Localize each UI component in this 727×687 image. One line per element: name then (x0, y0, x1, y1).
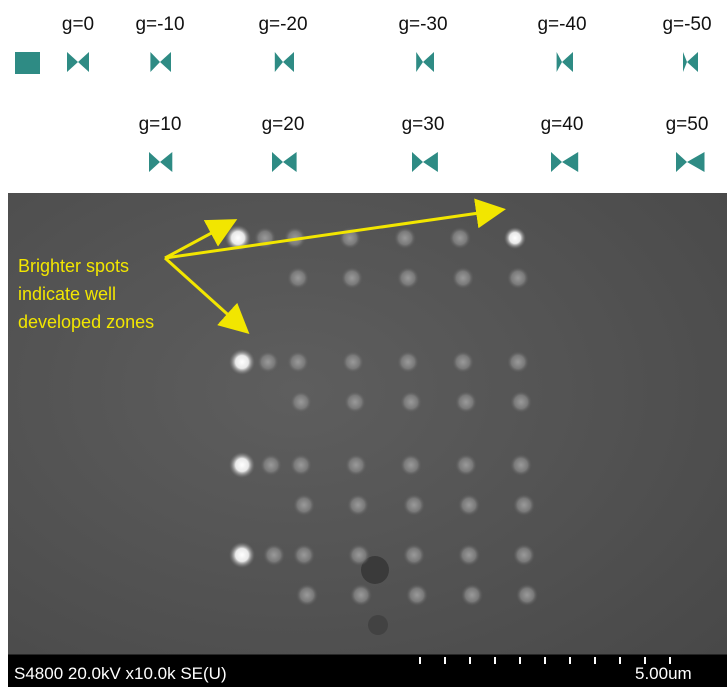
spot (400, 391, 422, 413)
annotation-text: Brighter spots (18, 256, 129, 276)
spot (290, 391, 312, 413)
spot (452, 267, 474, 289)
label: g=10 (139, 114, 182, 135)
footer-info: S4800 20.0kV x10.0k SE(U) (14, 664, 227, 683)
spot (510, 454, 532, 476)
spot (229, 542, 255, 568)
spot (350, 584, 372, 606)
label: g=-50 (662, 14, 711, 35)
bowtie-icon (272, 152, 297, 172)
figure: Brighter spots indicate well developed zon… (0, 0, 727, 687)
spot (341, 267, 363, 289)
bowtie-icon (412, 152, 438, 172)
spot (516, 584, 538, 606)
spot (260, 454, 282, 476)
bowtie-icon (67, 52, 89, 72)
spot (449, 227, 471, 249)
spot (406, 584, 428, 606)
spot (263, 544, 285, 566)
bowtie-icon (149, 152, 172, 172)
bowtie-icon (683, 52, 698, 72)
spot (293, 544, 315, 566)
sem-image: Brighter spots indicate well developed zon… (8, 193, 727, 687)
spot (510, 391, 532, 413)
annotation-text: indicate well (18, 284, 116, 304)
label: g=30 (402, 114, 445, 135)
spot (403, 544, 425, 566)
label: g=-20 (258, 14, 307, 35)
bowtie-icon (275, 52, 294, 72)
annotation-text: developed zones (18, 312, 154, 332)
spot (342, 351, 364, 373)
legend-square (15, 52, 40, 74)
spot (504, 227, 526, 249)
label: g=0 (62, 14, 94, 35)
spot (452, 351, 474, 373)
bowtie-icon (551, 152, 578, 172)
spot (229, 452, 255, 478)
spot (293, 494, 315, 516)
spot (397, 267, 419, 289)
label: g=50 (666, 114, 709, 135)
spot (513, 544, 535, 566)
spot (397, 351, 419, 373)
spot (513, 494, 535, 516)
spot (458, 494, 480, 516)
page: {"top_labels": ["g=0", "g=-10", "g=-20",… (0, 0, 727, 687)
spot (257, 351, 279, 373)
bowtie-icon (676, 152, 705, 172)
spot (229, 349, 255, 375)
spot (455, 454, 477, 476)
bowtie-icon (150, 52, 171, 72)
spot (507, 351, 529, 373)
spot (345, 454, 367, 476)
spot (458, 544, 480, 566)
label: g=-30 (398, 14, 447, 35)
spot (344, 391, 366, 413)
label: g=20 (262, 114, 305, 135)
label: g=-40 (537, 14, 586, 35)
spot (290, 454, 312, 476)
spot (507, 267, 529, 289)
spot (400, 454, 422, 476)
bowtie-icon (557, 52, 573, 72)
spot (287, 267, 309, 289)
label: g=40 (541, 114, 584, 135)
spot (347, 494, 369, 516)
spot (403, 494, 425, 516)
spot (296, 584, 318, 606)
spot (287, 351, 309, 373)
scale-label: 5.00um (635, 664, 692, 683)
label: g=-10 (135, 14, 184, 35)
spot (348, 544, 370, 566)
spot (455, 391, 477, 413)
spot (394, 227, 416, 249)
spot (461, 584, 483, 606)
bowtie-icon (416, 52, 434, 72)
